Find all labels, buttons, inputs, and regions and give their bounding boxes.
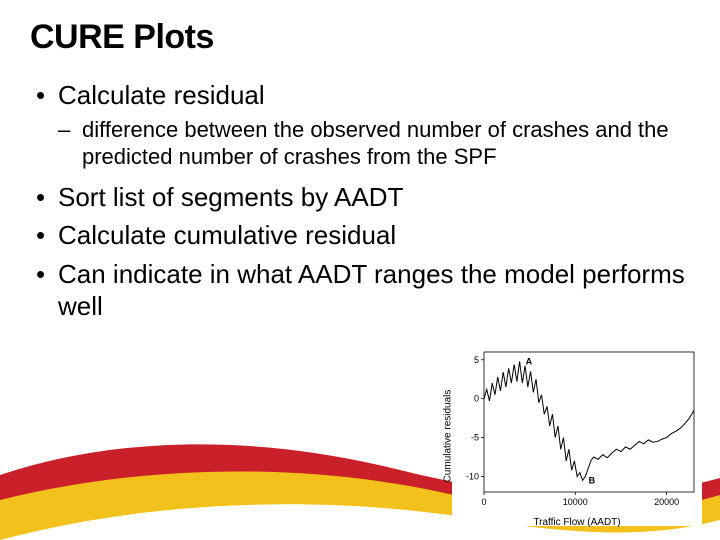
chart-svg: -10 -5 0 5 0 10000 20000 A B (452, 346, 702, 514)
svg-text:0: 0 (474, 394, 479, 404)
sub-list: difference between the observed number o… (58, 116, 690, 171)
bullet-item: Calculate cumulative residual (30, 219, 690, 252)
svg-text:5: 5 (474, 355, 479, 365)
chart-ylabel: Cumulative residuals (443, 390, 454, 483)
svg-text:0: 0 (481, 497, 486, 507)
chart-xlabel: Traffic Flow (AADT) (533, 517, 620, 528)
svg-text:B: B (589, 475, 596, 485)
slide: CURE Plots Calculate residual difference… (0, 0, 720, 540)
sub-item: difference between the observed number o… (58, 116, 690, 171)
bullet-list: Calculate residual difference between th… (30, 79, 690, 323)
svg-text:A: A (526, 356, 533, 366)
bullet-text: Calculate residual (58, 80, 265, 110)
svg-text:-5: -5 (471, 433, 479, 443)
svg-text:20000: 20000 (654, 497, 679, 507)
bullet-item: Sort list of segments by AADT (30, 181, 690, 214)
svg-text:-10: -10 (466, 471, 479, 481)
bullet-item: Can indicate in what AADT ranges the mod… (30, 258, 690, 323)
bullet-item: Calculate residual difference between th… (30, 79, 690, 171)
slide-title: CURE Plots (30, 18, 690, 57)
svg-text:10000: 10000 (563, 497, 588, 507)
cure-plot-chart: Cumulative residuals -10-50501000020000A… (452, 346, 702, 526)
